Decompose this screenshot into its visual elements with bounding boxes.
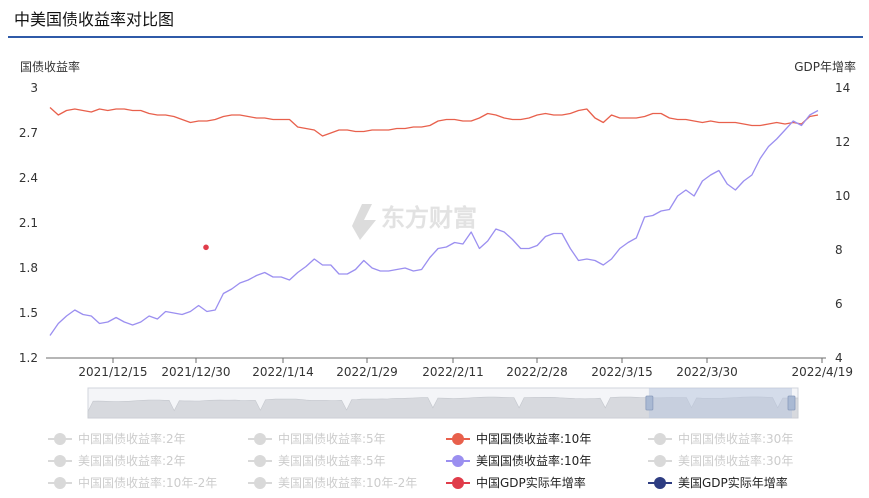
y-left-axis-label: 国债收益率 [20, 59, 80, 74]
yield-comparison-chart: 东方财富 国债收益率 GDP年增率 3 2.7 2.4 2.1 1.8 1.5 1.2 14… [19, 59, 856, 419]
legend-label: 中国GDP实际年增率 [476, 476, 586, 490]
y-left-tick-label: 1.8 [19, 261, 38, 275]
y-right-tick-label: 6 [835, 297, 843, 311]
legend-item[interactable]: 中国GDP实际年增率 [446, 474, 586, 491]
y-right-tick-label: 4 [835, 351, 843, 365]
data-zoom-window[interactable] [648, 388, 792, 418]
legend-label: 美国国债收益率:5年 [278, 454, 386, 468]
chart-legend: 中国国债收益率:2年 中国国债收益率:5年 中国国债收益率:10年 中国国债收益率:3… [0, 428, 869, 494]
data-zoom-handle-right[interactable] [787, 395, 796, 411]
legend-item[interactable]: 美国国债收益率:10年-2年 [248, 474, 417, 491]
legend-marker-icon [648, 454, 672, 467]
data-zoom-slider[interactable] [87, 387, 799, 419]
y-left-tick-label: 1.5 [19, 306, 38, 320]
page-title: 中美国债收益率对比图 [14, 10, 175, 29]
legend-label: 美国国债收益率:30年 [678, 454, 794, 468]
series-line-1 [49, 109, 819, 336]
y-right-axis-label: GDP年增率 [794, 59, 856, 74]
title-divider [8, 36, 863, 38]
legend-marker-icon [248, 454, 272, 467]
y-right-tick-label: 8 [835, 243, 843, 257]
y-left-tick-label: 2.4 [19, 171, 38, 185]
x-tick-label: 2022/2/28 [506, 365, 568, 379]
series-layer [49, 107, 819, 336]
watermark-text: 东方财富 [381, 204, 477, 232]
legend-item[interactable]: 中国国债收益率:2年 [48, 430, 186, 447]
legend-marker-icon [648, 476, 672, 489]
legend-item[interactable]: 中国国债收益率:30年 [648, 430, 793, 447]
series-line-0 [49, 107, 819, 137]
x-ticks: 2021/12/15 2021/12/30 2022/1/14 2022/1/29 20… [78, 358, 853, 379]
legend-label: 中国国债收益率:5年 [278, 432, 386, 446]
x-tick-label: 2022/1/29 [336, 365, 398, 379]
x-tick-label: 2022/3/15 [591, 365, 653, 379]
legend-label: 美国国债收益率:2年 [78, 454, 186, 468]
y-left-tick-label: 2.7 [19, 126, 38, 140]
legend-label: 中国国债收益率:2年 [78, 432, 186, 446]
data-zoom-handle-left[interactable] [645, 395, 654, 411]
y-left-ticks: 3 2.7 2.4 2.1 1.8 1.5 1.2 [19, 81, 38, 365]
x-tick-label: 2022/1/14 [252, 365, 314, 379]
legend-item[interactable]: 美国国债收益率:5年 [248, 452, 386, 469]
legend-label: 中国国债收益率:10年-2年 [78, 476, 218, 490]
legend-label: 美国GDP实际年增率 [678, 476, 788, 490]
legend-marker-icon [248, 432, 272, 445]
series-point-2 [203, 244, 209, 251]
y-left-tick-label: 3 [30, 81, 38, 95]
legend-marker-icon [48, 476, 72, 489]
legend-item[interactable]: 中国国债收益率:10年-2年 [48, 474, 217, 491]
legend-label: 中国国债收益率:30年 [678, 432, 794, 446]
legend-item[interactable]: 美国国债收益率:10年 [446, 452, 591, 469]
legend-marker-icon [248, 476, 272, 489]
legend-label: 美国国债收益率:10年 [476, 454, 592, 468]
y-left-tick-label: 2.1 [19, 216, 38, 230]
y-right-tick-label: 12 [835, 135, 850, 149]
legend-marker-icon [446, 476, 470, 489]
legend-marker-icon [48, 432, 72, 445]
legend-item[interactable]: 美国国债收益率:2年 [48, 452, 186, 469]
legend-label: 美国国债收益率:10年-2年 [278, 476, 418, 490]
legend-marker-icon [446, 454, 470, 467]
y-right-tick-label: 14 [835, 81, 850, 95]
legend-marker-icon [48, 454, 72, 467]
legend-marker-icon [648, 432, 672, 445]
x-tick-label: 2022/3/30 [676, 365, 738, 379]
watermark: 东方财富 [352, 204, 477, 240]
y-left-tick-label: 1.2 [19, 351, 38, 365]
watermark-logo-icon [352, 204, 376, 240]
legend-item[interactable]: 中国国债收益率:5年 [248, 430, 386, 447]
legend-item[interactable]: 美国国债收益率:30年 [648, 452, 793, 469]
x-tick-label: 2021/12/15 [78, 365, 147, 379]
legend-marker-icon [446, 432, 470, 445]
y-right-ticks: 14 12 10 8 6 4 [835, 81, 850, 365]
x-tick-label: 2022/2/11 [422, 365, 484, 379]
legend-label: 中国国债收益率:10年 [476, 432, 592, 446]
x-tick-label: 2022/4/19 [791, 365, 853, 379]
y-right-tick-label: 10 [835, 189, 850, 203]
legend-item[interactable]: 中国国债收益率:10年 [446, 430, 591, 447]
legend-item[interactable]: 美国GDP实际年增率 [648, 474, 788, 491]
x-tick-label: 2021/12/30 [161, 365, 230, 379]
